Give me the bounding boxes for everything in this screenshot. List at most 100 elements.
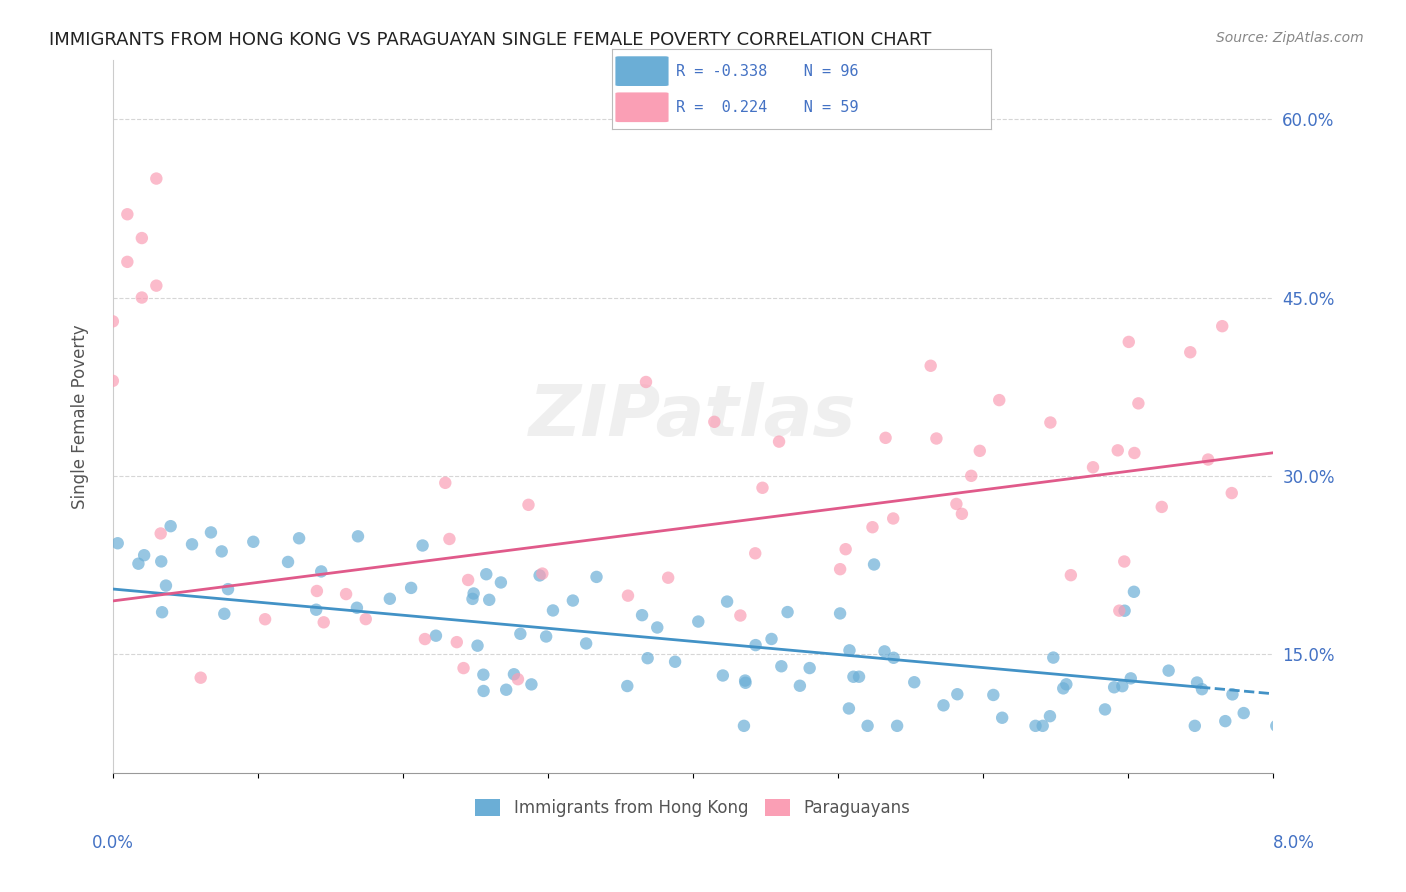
Point: [1180, 345, 1202, 359]
Point: [873, 644, 896, 658]
Point: [645, 620, 668, 634]
Point: [838, 643, 860, 657]
Legend: Immigrants from Hong Kong, Paraguayans: Immigrants from Hong Kong, Paraguayans: [467, 791, 918, 826]
Point: [1060, 568, 1083, 582]
Point: [657, 571, 679, 585]
Point: [842, 670, 865, 684]
Point: [616, 679, 638, 693]
Point: [703, 415, 725, 429]
Point: [200, 525, 222, 540]
Point: [799, 661, 821, 675]
FancyBboxPatch shape: [616, 93, 669, 122]
Point: [1319, 712, 1341, 726]
Point: [981, 688, 1004, 702]
Point: [1222, 687, 1244, 701]
Text: Source: ZipAtlas.com: Source: ZipAtlas.com: [1216, 31, 1364, 45]
Point: [1114, 554, 1136, 568]
Point: [517, 498, 540, 512]
Point: [107, 536, 129, 550]
Point: [838, 701, 860, 715]
Point: [1308, 719, 1330, 733]
Text: IMMIGRANTS FROM HONG KONG VS PARAGUAYAN SINGLE FEMALE POVERTY CORRELATION CHART: IMMIGRANTS FROM HONG KONG VS PARAGUAYAN …: [49, 31, 932, 49]
Point: [925, 432, 948, 446]
Point: [131, 291, 153, 305]
Point: [946, 687, 969, 701]
Point: [744, 638, 766, 652]
Point: [1024, 719, 1046, 733]
Point: [1220, 486, 1243, 500]
Point: [503, 667, 526, 681]
Point: [1211, 319, 1233, 334]
Point: [883, 650, 905, 665]
FancyBboxPatch shape: [616, 56, 669, 86]
Point: [1119, 671, 1142, 685]
Point: [211, 544, 233, 558]
Point: [863, 558, 886, 572]
Point: [1094, 702, 1116, 716]
Point: [463, 586, 485, 600]
Point: [950, 507, 973, 521]
Point: [734, 673, 756, 688]
Point: [506, 672, 529, 686]
Point: [711, 668, 734, 682]
Point: [288, 531, 311, 545]
Point: [150, 554, 173, 568]
Point: [1341, 505, 1364, 519]
Point: [277, 555, 299, 569]
Point: [1039, 709, 1062, 723]
Point: [1123, 446, 1146, 460]
Point: [744, 546, 766, 560]
Point: [335, 587, 357, 601]
Point: [131, 231, 153, 245]
Point: [312, 615, 335, 630]
Point: [117, 255, 139, 269]
Point: [1039, 416, 1062, 430]
Point: [453, 661, 475, 675]
Point: [254, 612, 277, 626]
Point: [412, 539, 434, 553]
Point: [413, 632, 436, 646]
Point: [134, 548, 156, 562]
Point: [789, 679, 811, 693]
Point: [634, 375, 657, 389]
Point: [1197, 452, 1219, 467]
Point: [761, 632, 783, 646]
Point: [1265, 719, 1288, 733]
Point: [520, 677, 543, 691]
Point: [101, 374, 124, 388]
Point: [145, 278, 167, 293]
Text: R = -0.338    N = 96: R = -0.338 N = 96: [676, 63, 859, 78]
Point: [1102, 680, 1125, 694]
Point: [1042, 650, 1064, 665]
Point: [217, 582, 239, 596]
Point: [1150, 500, 1173, 514]
Point: [575, 636, 598, 650]
Point: [1032, 719, 1054, 733]
Point: [461, 591, 484, 606]
Point: [309, 565, 332, 579]
Point: [145, 171, 167, 186]
Point: [150, 605, 173, 619]
Point: [457, 573, 479, 587]
Point: [875, 431, 897, 445]
Point: [159, 519, 181, 533]
Point: [1108, 604, 1130, 618]
Text: 0.0%: 0.0%: [91, 834, 134, 852]
Point: [1081, 460, 1104, 475]
Point: [561, 593, 583, 607]
Point: [1111, 679, 1133, 693]
Point: [960, 468, 983, 483]
Point: [1122, 584, 1144, 599]
Point: [242, 534, 264, 549]
Point: [776, 605, 799, 619]
Point: [489, 575, 512, 590]
Point: [945, 497, 967, 511]
Point: [716, 594, 738, 608]
Point: [127, 557, 149, 571]
Point: [439, 532, 461, 546]
Point: [1191, 682, 1213, 697]
Point: [730, 608, 752, 623]
Point: [932, 698, 955, 713]
Point: [1128, 396, 1150, 410]
Point: [534, 630, 557, 644]
